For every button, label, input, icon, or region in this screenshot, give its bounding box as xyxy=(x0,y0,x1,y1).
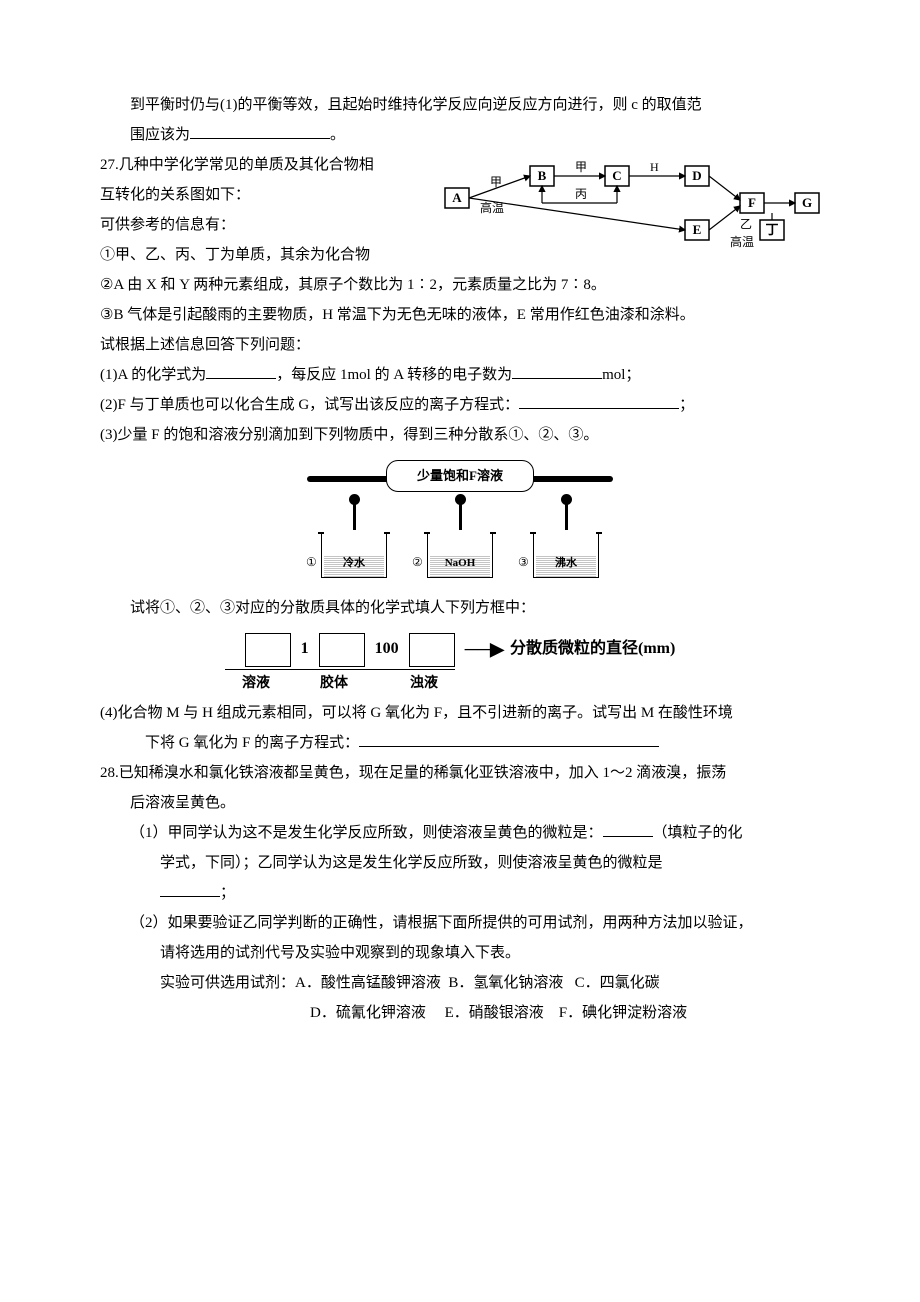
q27-p2b: ； xyxy=(679,397,694,413)
q26-line1: 到平衡时仍与(1)的平衡等效，且起始时维持化学反应向逆反应方向进行，则 c 的取… xyxy=(130,90,820,120)
q28-title2: 后溶液呈黄色。 xyxy=(130,788,820,818)
disperse-arrow-text: 分散质微粒的直径(mm) xyxy=(510,633,675,665)
q28-p1-line2: 学式，下同）；乙同学认为这是发生化学反应所致，则使溶液呈黄色的微粒是 xyxy=(160,848,820,878)
q27-l4: ①甲、乙、丙、丁为单质，其余为化合物 xyxy=(100,240,440,270)
reagent-F: F．碘化钾淀粉溶液 xyxy=(559,1005,687,1021)
disperse-box-1 xyxy=(245,633,291,667)
beaker-icon: ② NaOH xyxy=(427,532,493,578)
q26-blank xyxy=(190,124,330,139)
q27-l6: ③B 气体是引起酸雨的主要物质，H 常温下为无色无味的液体，E 常用作红色油漆和… xyxy=(100,300,820,330)
svg-text:B: B xyxy=(538,168,547,183)
q27-l3: 可供参考的信息有： xyxy=(100,210,440,240)
disperse-box-2 xyxy=(319,633,365,667)
svg-text:高温: 高温 xyxy=(480,200,504,215)
q28-p1b: （填粒子的化 xyxy=(653,825,743,841)
svg-text:甲: 甲 xyxy=(575,160,587,174)
svg-text:G: G xyxy=(802,195,812,210)
disperse-label-2: 胶体 xyxy=(311,670,357,698)
svg-text:D: D xyxy=(692,168,701,183)
q27-p1a: (1)A 的化学式为 xyxy=(100,367,206,383)
svg-text:丙: 丙 xyxy=(575,187,587,201)
beaker-2: ② NaOH xyxy=(427,500,493,578)
beaker-2-label: NaOH xyxy=(428,552,492,574)
svg-text:高温: 高温 xyxy=(730,234,754,249)
dropper-icon xyxy=(459,500,462,530)
q27-p1-blank2 xyxy=(512,364,602,379)
q28-reagent-line2: D．硫氰化钾溶液 E．硝酸银溶液 F．碘化钾淀粉溶液 xyxy=(310,998,820,1028)
q26-l2-text: 围应该为 xyxy=(130,127,190,143)
disperse-num-1: 1 xyxy=(297,633,313,665)
beaker-3-label: 沸水 xyxy=(534,552,598,574)
reagent-B: B．氢氧化钠溶液 xyxy=(448,975,563,991)
beaker-icon: ③ 沸水 xyxy=(533,532,599,578)
disperse-box-3 xyxy=(409,633,455,667)
svg-text:丁: 丁 xyxy=(765,222,778,237)
q27-p1: (1)A 的化学式为 ，每反应 1mol 的 A 转移的电子数为 mol； xyxy=(100,360,820,390)
q28-p2b: 请将选用的试剂代号及实验中观察到的现象填入下表。 xyxy=(160,938,820,968)
reagent-D: D．硫氰化钾溶液 xyxy=(310,1005,426,1021)
arrow-right-icon: ──▶ xyxy=(465,631,504,667)
q27-p2a: (2)F 与丁单质也可以化合生成 G，试写出该反应的离子方程式： xyxy=(100,397,519,413)
svg-text:F: F xyxy=(748,195,756,210)
svg-text:E: E xyxy=(693,222,702,237)
svg-text:乙: 乙 xyxy=(740,217,752,231)
q27-p3: (3)少量 F 的饱和溶液分别滴加到下列物质中，得到三种分散系①、②、③。 xyxy=(100,420,820,450)
beaker-1-label: 冷水 xyxy=(322,552,386,574)
disperse-diagram: 1 100 ──▶ 分散质微粒的直径(mm) 溶液 胶体 浊液 xyxy=(100,631,820,698)
q28-title: 28.已知稀溴水和氯化铁溶液都呈黄色，现在足量的稀氯化亚铁溶液中，加入 1～2 … xyxy=(100,758,820,788)
svg-text:C: C xyxy=(612,168,621,183)
q27-p1-blank1 xyxy=(206,364,276,379)
beaker-1: ① 冷水 xyxy=(321,500,387,578)
svg-text:甲: 甲 xyxy=(490,175,502,189)
reagent-label: 实验可供选用试剂： xyxy=(160,975,295,991)
reagent-E: E．硝酸银溶液 xyxy=(445,1005,544,1021)
disperse-num-100: 100 xyxy=(371,633,403,665)
svg-text:A: A xyxy=(452,190,462,205)
q27-p3b: 试将①、②、③对应的分散质具体的化学式填人下列方框中： xyxy=(130,593,820,623)
dropper-icon xyxy=(565,500,568,530)
q28-p2a: （2）如果要验证乙同学判断的正确性，请根据下面所提供的可用试剂，用两种方法加以验… xyxy=(130,908,820,938)
reagent-C: C．四氯化碳 xyxy=(575,975,660,991)
q28-p1d: ； xyxy=(220,885,235,901)
svg-text:H: H xyxy=(650,160,659,174)
q27-p2-blank xyxy=(519,394,679,409)
saturated-bar-label: 少量饱和F溶液 xyxy=(386,460,534,492)
q28-p1-blank1 xyxy=(603,822,653,837)
disperse-label-3: 浊液 xyxy=(401,670,447,698)
q27-p1c: mol； xyxy=(602,367,640,383)
beaker-row: ① 冷水 ② NaOH ③ 沸水 xyxy=(100,500,820,578)
q27-l7: 试根据上述信息回答下列问题： xyxy=(100,330,820,360)
q27-title: 27.几种中学化学常见的单质及其化合物相 xyxy=(100,150,440,180)
q27-p4-blank xyxy=(359,732,659,747)
dropper-icon xyxy=(353,500,356,530)
q27-p4b-text: 下将 G 氧化为 F 的离子方程式： xyxy=(145,735,359,751)
q27-l2: 互转化的关系图如下： xyxy=(100,180,440,210)
q28-p1-blank2 xyxy=(160,882,220,897)
q26-line2: 围应该为。 xyxy=(130,120,820,150)
q28-reagent-line1: 实验可供选用试剂：A．酸性高锰酸钾溶液 B．氢氧化钠溶液 C．四氯化碳 xyxy=(160,968,820,998)
q27-p4a: (4)化合物 M 与 H 组成元素相同，可以将 G 氧化为 F，且不引进新的离子… xyxy=(100,698,820,728)
q28-p1-line1: （1）甲同学认为这不是发生化学反应所致，则使溶液呈黄色的微粒是： （填粒子的化 xyxy=(130,818,820,848)
q27-p4b: 下将 G 氧化为 F 的离子方程式： xyxy=(145,728,820,758)
q27-p2: (2)F 与丁单质也可以化合生成 G，试写出该反应的离子方程式： ； xyxy=(100,390,820,420)
saturated-bar: 少量饱和F溶液 xyxy=(100,460,820,492)
conversion-diagram: A B C D E F G 丁 甲 高温 甲 H 丙 乙 xyxy=(440,158,820,248)
beaker-icon: ① 冷水 xyxy=(321,532,387,578)
q28-p1a: （1）甲同学认为这不是发生化学反应所致，则使溶液呈黄色的微粒是： xyxy=(130,825,603,841)
q28-p1-line3: ； xyxy=(160,878,820,908)
disperse-label-1: 溶液 xyxy=(233,670,279,698)
q27-p1b: ，每反应 1mol 的 A 转移的电子数为 xyxy=(276,367,512,383)
q27-l5: ②A 由 X 和 Y 两种元素组成，其原子个数比为 1∶2，元素质量之比为 7∶… xyxy=(100,270,820,300)
reagent-A: A．酸性高锰酸钾溶液 xyxy=(295,975,441,991)
beaker-3: ③ 沸水 xyxy=(533,500,599,578)
